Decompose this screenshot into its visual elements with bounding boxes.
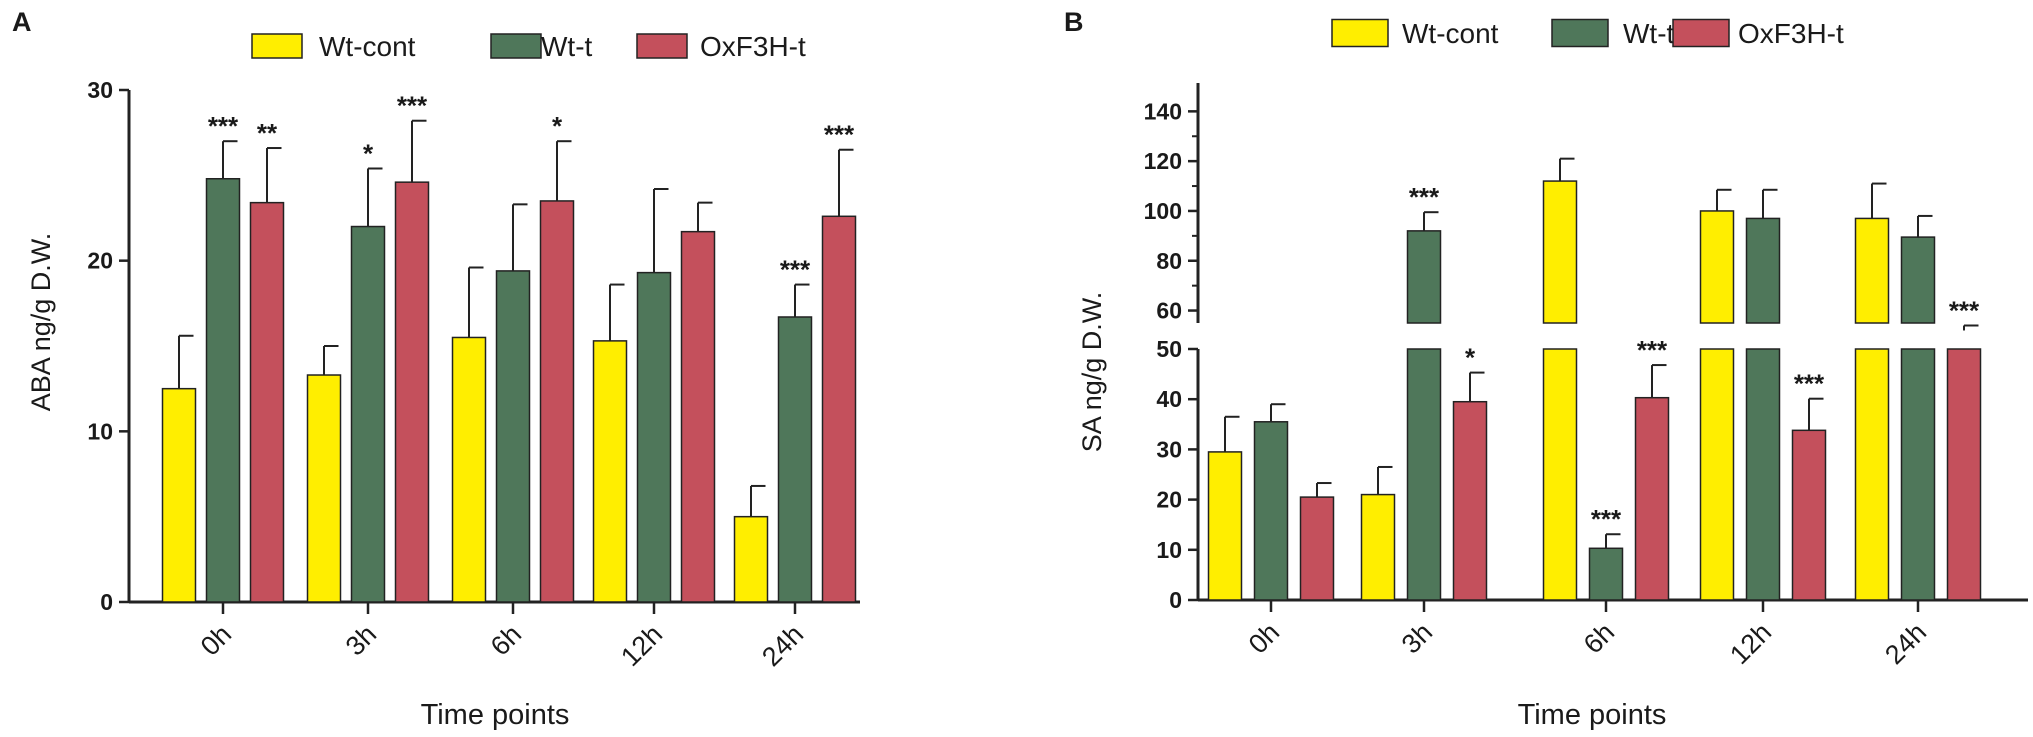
category-label-a-24h: 24h <box>756 619 809 672</box>
category-label-a-0h: 0h <box>195 619 237 661</box>
category-label-b-3h: 3h <box>1396 617 1438 659</box>
bar-a-oxf3h-t-0h <box>249 201 285 603</box>
significance-a-wt-t-3h: * <box>363 139 374 169</box>
significance-b-oxf3h-t-24h: *** <box>1949 295 1980 325</box>
ytick-label-b-60: 60 <box>1156 298 1182 324</box>
category-label-b-12h: 12h <box>1724 617 1777 670</box>
ytick-label-b-100: 100 <box>1144 198 1182 224</box>
bar-b-lower-wt-t-12h <box>1745 348 1781 601</box>
bar-b-wt-t-6h <box>1588 547 1624 601</box>
legend-swatch-b-oxf3h-t <box>1672 18 1730 48</box>
ylabel-b: SA ng/g D.W. <box>1077 292 1107 453</box>
bar-b-upper-wt-cont-6h <box>1542 180 1578 324</box>
significance-a-oxf3h-t-3h: *** <box>397 91 428 121</box>
ytick-label-a-0: 0 <box>100 589 113 615</box>
legend-swatch-b-wt-t <box>1551 18 1609 48</box>
bar-b-wt-cont-0h <box>1207 451 1243 601</box>
bar-b-wt-cont-3h <box>1360 493 1396 601</box>
ytick-label-b-10: 10 <box>1156 537 1182 563</box>
category-label-b-24h: 24h <box>1879 617 1932 670</box>
panel-b-label: B <box>1064 7 1084 37</box>
significance-b-oxf3h-t-12h: *** <box>1794 369 1825 399</box>
significance-b-oxf3h-t-6h: *** <box>1637 335 1668 365</box>
bar-b-upper-wt-t-3h <box>1406 230 1442 324</box>
ytick-label-a-10: 10 <box>87 418 113 444</box>
bar-a-oxf3h-t-3h <box>394 181 430 603</box>
ytick-label-b-20: 20 <box>1156 487 1182 513</box>
bar-b-lower-wt-t-3h <box>1406 348 1442 601</box>
significance-a-oxf3h-t-0h: ** <box>257 118 278 148</box>
bar-b-oxf3h-t-3h <box>1452 400 1488 601</box>
bar-a-oxf3h-t-24h <box>821 215 857 603</box>
bar-a-wt-t-0h <box>205 177 241 603</box>
bar-b-lower-wt-t-24h <box>1900 348 1936 601</box>
significance-b-wt-t-6h: *** <box>1591 504 1622 534</box>
bar-a-wt-cont-24h <box>733 515 769 603</box>
significance-a-wt-t-0h: *** <box>208 111 239 141</box>
ytick-label-b-140: 140 <box>1144 98 1182 124</box>
bar-a-wt-t-24h <box>777 316 813 603</box>
ytick-label-a-20: 20 <box>87 248 113 274</box>
legend-label-a-oxf3h-t: OxF3H-t <box>700 31 806 62</box>
significance-a-oxf3h-t-24h: *** <box>824 120 855 150</box>
bar-b-wt-t-0h <box>1253 421 1289 601</box>
bar-b-upper-wt-t-24h <box>1900 236 1936 324</box>
bar-b-upper-wt-cont-12h <box>1699 210 1735 324</box>
bar-b-lower-oxf3h-t-24h <box>1946 348 1982 601</box>
significance-a-oxf3h-t-6h: * <box>552 111 563 141</box>
significance-b-oxf3h-t-3h: * <box>1465 343 1476 373</box>
category-label-a-6h: 6h <box>485 619 527 661</box>
significance-a-wt-t-24h: *** <box>780 255 811 285</box>
bar-b-upper-wt-cont-24h <box>1854 217 1890 324</box>
ylabel-a: ABA ng/g D.W. <box>26 233 56 412</box>
legend-label-b-oxf3h-t: OxF3H-t <box>1738 18 1844 49</box>
bar-b-upper-wt-t-12h <box>1745 217 1781 324</box>
ytick-label-b-50: 50 <box>1156 336 1182 362</box>
bar-b-oxf3h-t-6h <box>1634 396 1670 601</box>
ytick-label-a-30: 30 <box>87 77 113 103</box>
ytick-label-b-0: 0 <box>1169 587 1182 613</box>
legend-label-a-wt-cont: Wt-cont <box>319 31 416 62</box>
bar-b-lower-wt-cont-12h <box>1699 348 1735 601</box>
significance-b-wt-t-3h: *** <box>1409 182 1440 212</box>
legend-b: Wt-cont Wt-t OxF3H-t <box>1331 18 1844 49</box>
bar-b-oxf3h-t-0h <box>1299 496 1335 601</box>
bar-a-oxf3h-t-6h <box>539 200 575 603</box>
legend-label-b-wt-t: Wt-t <box>1623 18 1675 49</box>
ytick-label-b-80: 80 <box>1156 248 1182 274</box>
bar-b-lower-wt-cont-6h <box>1542 348 1578 601</box>
bar-a-wt-cont-0h <box>161 387 197 603</box>
bar-a-wt-cont-12h <box>592 340 628 603</box>
category-label-b-6h: 6h <box>1578 617 1620 659</box>
ytick-label-b-40: 40 <box>1156 386 1182 412</box>
category-label-b-0h: 0h <box>1243 617 1285 659</box>
bar-a-oxf3h-t-12h <box>680 230 716 603</box>
legend-swatch-a-wt-t <box>490 33 542 59</box>
bar-a-wt-t-3h <box>350 225 386 603</box>
bar-a-wt-cont-6h <box>451 336 487 603</box>
legend-swatch-b-wt-cont <box>1331 18 1389 48</box>
panel-a-label: A <box>12 7 32 37</box>
ytick-label-b-120: 120 <box>1144 148 1182 174</box>
category-label-a-12h: 12h <box>615 619 668 672</box>
legend-a: Wt-cont Wt-t OxF3H-t <box>251 31 806 62</box>
legend-swatch-a-wt-cont <box>251 33 303 59</box>
bar-a-wt-t-6h <box>495 270 531 603</box>
legend-label-a-wt-t: Wt-t <box>541 31 593 62</box>
bar-b-lower-wt-cont-24h <box>1854 348 1890 601</box>
category-label-a-3h: 3h <box>340 619 382 661</box>
xlabel-b: Time points <box>1518 699 1667 731</box>
bar-a-wt-cont-3h <box>306 374 342 603</box>
legend-swatch-a-oxf3h-t <box>636 33 688 59</box>
legend-label-b-wt-cont: Wt-cont <box>1402 18 1499 49</box>
xlabel-a: Time points <box>421 699 570 731</box>
bar-b-oxf3h-t-12h <box>1791 429 1827 601</box>
ytick-label-b-30: 30 <box>1156 436 1182 462</box>
bar-a-wt-t-12h <box>636 271 672 603</box>
